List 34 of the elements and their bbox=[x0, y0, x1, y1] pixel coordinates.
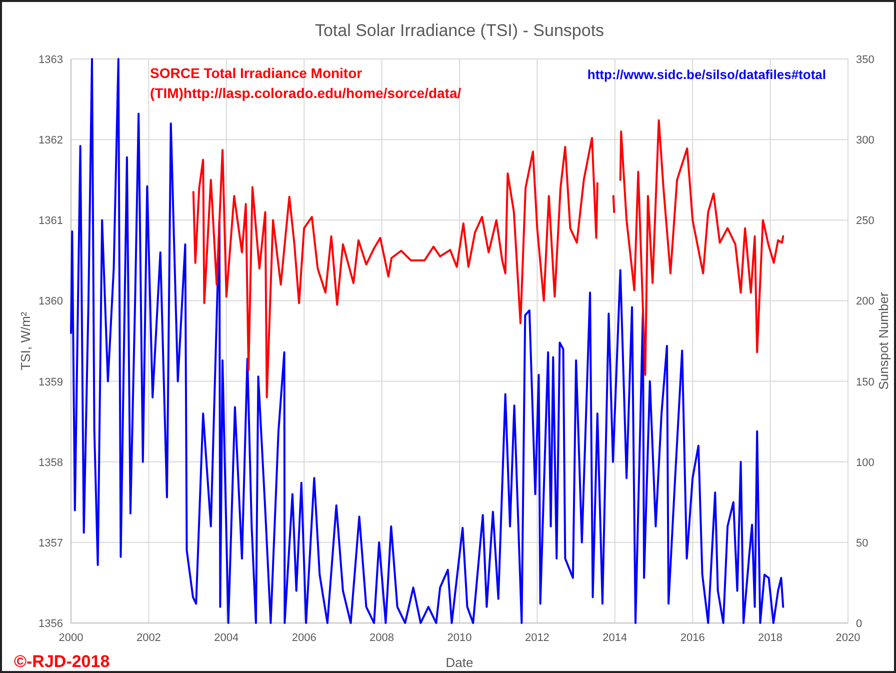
y-tick-label: 1356 bbox=[38, 618, 63, 630]
x-tick-label: 2016 bbox=[680, 632, 705, 644]
y-tick-label: 1357 bbox=[38, 537, 63, 550]
x-tick-label: 2006 bbox=[292, 632, 316, 644]
y-tick-label: 1360 bbox=[38, 296, 63, 308]
y-tick-label: 1362 bbox=[38, 134, 63, 147]
x-axis-title: Date bbox=[446, 655, 474, 670]
x-tick-label: 2014 bbox=[602, 632, 628, 644]
y2-tick-label: 200 bbox=[856, 296, 874, 308]
x-tick-label: 2012 bbox=[524, 632, 550, 644]
x-tick-label: 2008 bbox=[370, 632, 394, 644]
x-tick-label: 2002 bbox=[136, 632, 161, 644]
text: ©-RJD-2018 bbox=[14, 652, 110, 671]
chart-title: Total Solar Irradiance (TSI) - Sunspots bbox=[314, 21, 604, 40]
y2-tick-label: 0 bbox=[856, 618, 862, 630]
y2-tick-label: 300 bbox=[856, 134, 874, 147]
y2-tick-label: 100 bbox=[856, 456, 874, 469]
x-tick-label: 2018 bbox=[758, 632, 783, 644]
y-tick-label: 1361 bbox=[38, 215, 63, 228]
x-tick-label: 2000 bbox=[58, 632, 84, 644]
y2-tick-label: 150 bbox=[856, 376, 874, 388]
x-tick-label: 2010 bbox=[447, 632, 472, 644]
x-tick-label: 2020 bbox=[836, 632, 860, 644]
y-tick-label: 1359 bbox=[38, 376, 63, 388]
annotation: SORCE Total Irradiance Monitor (TIM)http://lasp.colorado.edu/home/sorce/data/ bbox=[150, 65, 462, 101]
x-tick-label: 2004 bbox=[214, 632, 239, 644]
y2-tick-label: 350 bbox=[856, 54, 874, 66]
y-tick-label: 1358 bbox=[38, 456, 63, 469]
y2-tick-label: 250 bbox=[856, 215, 874, 228]
y2-tick-label: 50 bbox=[856, 537, 868, 550]
y-axis-title: TSI, W/m² bbox=[18, 311, 33, 370]
annotation: http://www.sidc.be/silso/datafiles#total bbox=[587, 67, 826, 82]
y-tick-label: 1363 bbox=[38, 54, 63, 66]
y2-axis-title: Sunspot Number bbox=[876, 292, 891, 390]
